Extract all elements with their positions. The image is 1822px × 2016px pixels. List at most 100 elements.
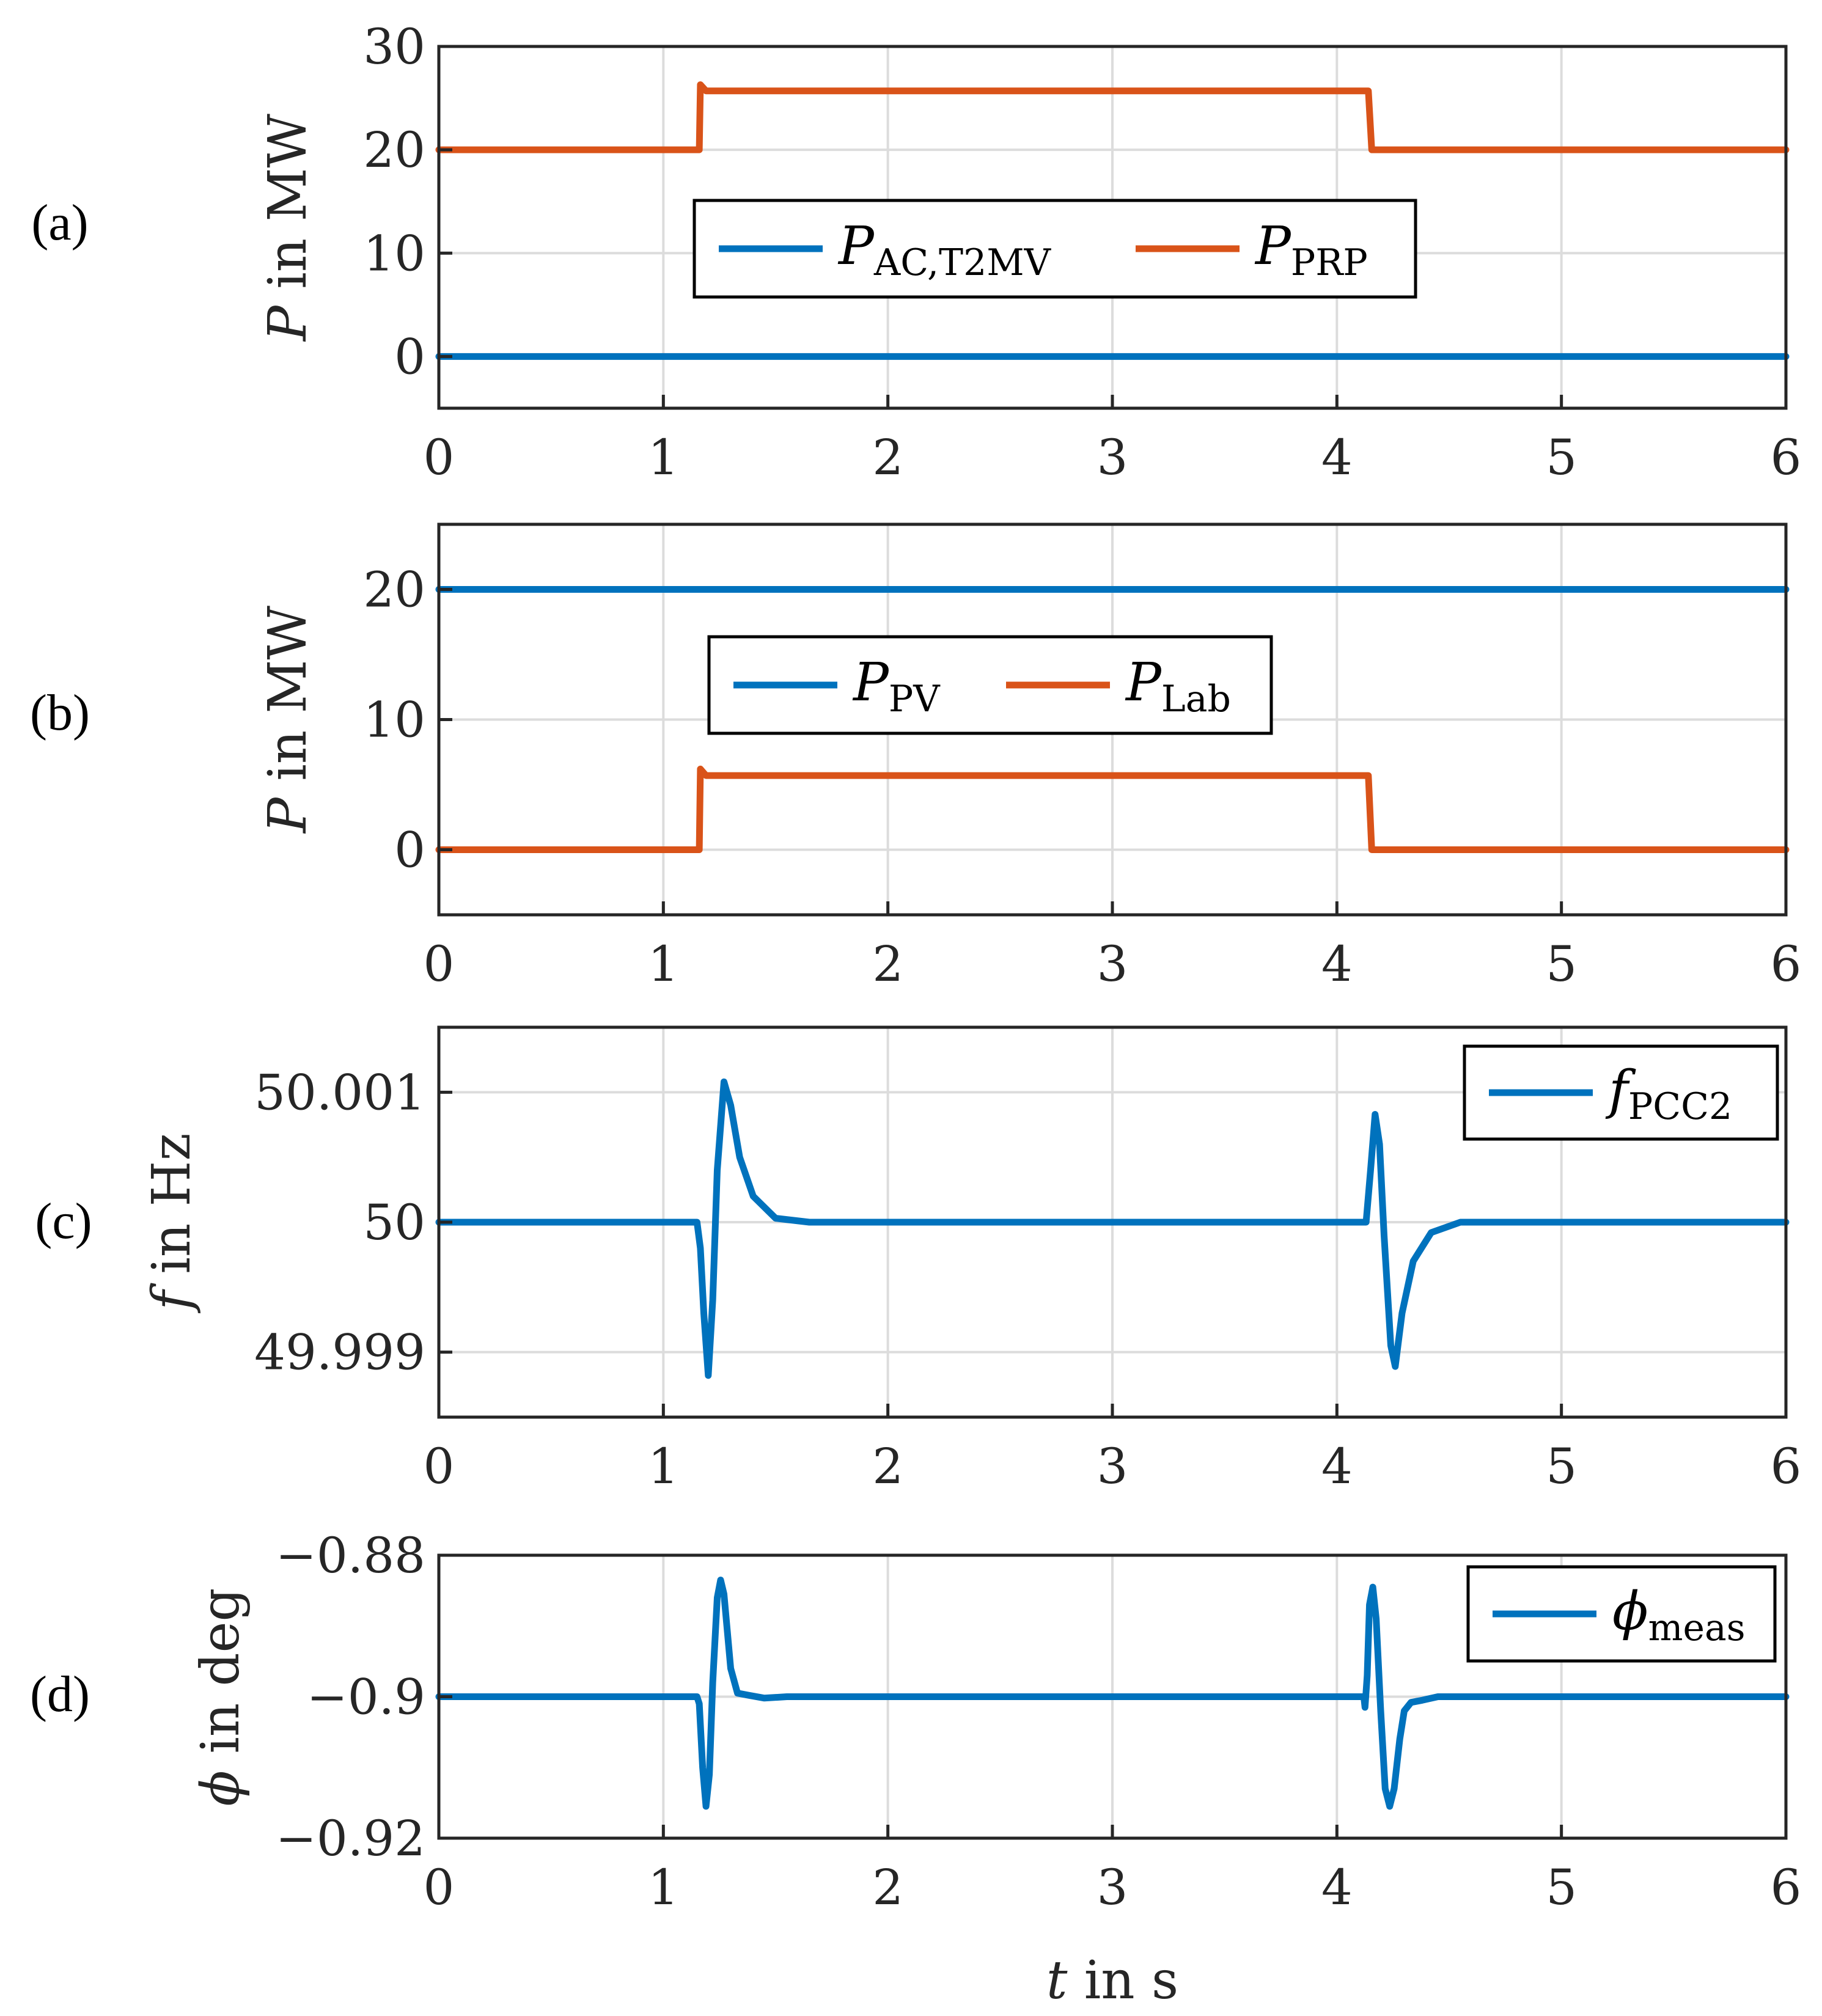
panel-b-y-tick-label-2: 20: [363, 562, 425, 618]
panel-d-x-tick-label-5: 5: [1546, 1859, 1577, 1916]
panel-b-y-ticks: 0 10 20: [363, 562, 452, 879]
panel-a-x-ticks: 0 1 2 3 4 5 6: [424, 395, 1802, 486]
panel-c-series-0-line: [435, 1078, 1790, 1379]
panel-b-y-axis-text: in MW: [257, 605, 318, 797]
panel-b-y-tick-label-0: 0: [394, 822, 425, 879]
panel-d-legend: ϕmeas: [1466, 1565, 1777, 1663]
panel-d-legend-entry-0: ϕmeas: [1612, 1581, 1746, 1649]
panel-b-x-tick-label-2: 2: [872, 936, 903, 992]
panel-a-series: [435, 81, 1790, 360]
panel-b-x-tick-label-6: 6: [1771, 936, 1802, 992]
panel-b-x-tick-label-3: 3: [1097, 936, 1128, 992]
panel-a-legend-entry-1: PPRP: [1254, 216, 1368, 284]
panel-c-y-axis-label: f in Hz: [141, 1133, 202, 1314]
panel-c-legend-entry-0-subscript: PCC2: [1628, 1085, 1732, 1128]
panel-d-y-tick-label-0: −0.92: [276, 1810, 425, 1867]
panel-c-x-tick-label-5: 5: [1546, 1438, 1577, 1495]
panel-b-legend-entry-0-symbol: P: [852, 652, 890, 713]
panel-d-y-tick-label-1: −0.9: [307, 1669, 425, 1726]
panel-a-y-tick-label-2: 20: [363, 122, 425, 178]
panel-b-legend-entry-0: PPV: [852, 652, 941, 720]
panel-a-legend-entry-0-subscript: AC,T2MV: [873, 241, 1052, 284]
panel-c-label: (c): [35, 1193, 92, 1250]
panel-c: 0 1 2 3 4 5 6 49.999 50 50.001 f in Hz (c) fPCC2: [35, 1025, 1802, 1495]
panel-d-x-tick-label-3: 3: [1097, 1859, 1128, 1916]
panel-c-series: [435, 1078, 1790, 1379]
panel-b-label: (b): [30, 684, 90, 741]
panel-a-series-1-line: [435, 81, 1790, 153]
panel-b-legend-entry-1-subscript: Lab: [1161, 678, 1231, 720]
panel-b-legend-entry-1-symbol: P: [1125, 652, 1163, 713]
panel-a-x-tick-label-3: 3: [1097, 429, 1128, 486]
panel-c-x-tick-label-1: 1: [648, 1438, 679, 1495]
panel-c-x-ticks: 0 1 2 3 4 5 6: [424, 1404, 1802, 1495]
panel-b-series-1-line: [435, 765, 1790, 853]
panel-a-x-tick-label-0: 0: [424, 429, 455, 486]
panel-d-x-tick-label-4: 4: [1321, 1859, 1353, 1916]
panel-b-y-axis-label: P in MW: [257, 605, 318, 834]
panel-c-y-axis-text: in Hz: [141, 1133, 202, 1291]
panel-a-y-tick-label-1: 10: [363, 225, 425, 282]
panel-d-legend-entry-0-symbol: ϕ: [1612, 1581, 1648, 1642]
panel-c-y-tick-label-1: 50: [363, 1194, 425, 1251]
panel-a-legend-entry-0: PAC,T2MV: [837, 216, 1052, 284]
panel-d-x-ticks: 0 1 2 3 4 5 6: [424, 1825, 1802, 1916]
panel-b-series: [435, 586, 1790, 853]
panel-a-label: (a): [31, 194, 88, 251]
panel-a-y-axis-text: in MW: [257, 113, 318, 306]
panel-d-legend-entry-0-subscript: meas: [1648, 1607, 1746, 1649]
panel-b-legend: PPV PLab: [707, 635, 1273, 735]
panel-c-x-tick-label-6: 6: [1771, 1438, 1802, 1495]
panel-c-y-ticks: 49.999 50 50.001: [254, 1064, 452, 1381]
panel-c-y-tick-label-0: 49.999: [254, 1324, 425, 1381]
panel-d-x-tick-label-2: 2: [872, 1859, 903, 1916]
panel-d-series: [435, 1577, 1790, 1810]
panel-c-y-tick-label-2: 50.001: [254, 1064, 425, 1121]
panel-a-legend: PAC,T2MV PPRP: [692, 199, 1417, 299]
panel-b-legend-entry-0-subscript: PV: [889, 678, 941, 720]
panel-d-x-tick-label-6: 6: [1771, 1859, 1802, 1916]
panel-d-series-0-line: [435, 1577, 1790, 1810]
panel-b-x-tick-label-1: 1: [648, 936, 679, 992]
panel-a-y-ticks: 0 10 20 30: [363, 18, 452, 385]
panel-d-y-axis-label: ϕ in deg: [190, 1588, 251, 1806]
panel-a-y-axis-symbol: P: [257, 304, 318, 342]
panel-a-x-tick-label-4: 4: [1321, 429, 1353, 486]
panel-a-x-tick-label-1: 1: [648, 429, 679, 486]
panel-b-y-axis-symbol: P: [257, 796, 318, 834]
panel-b-y-tick-label-1: 10: [363, 692, 425, 749]
panel-c-x-tick-label-2: 2: [872, 1438, 903, 1495]
panel-d-x-tick-label-0: 0: [424, 1859, 455, 1916]
panel-a-legend-entry-0-symbol: P: [837, 216, 875, 277]
panel-a-y-axis-label: P in MW: [257, 113, 318, 342]
panel-d-y-axis-symbol: ϕ: [190, 1770, 251, 1806]
panel-d-y-tick-label-2: −0.88: [276, 1527, 425, 1584]
panel-d-label: (d): [30, 1666, 90, 1723]
panel-a-legend-entry-1-symbol: P: [1254, 216, 1292, 277]
panel-d-y-axis-text: in deg: [190, 1588, 251, 1770]
x-axis-symbol: t: [1046, 1950, 1068, 2011]
panel-b-x-ticks: 0 1 2 3 4 5 6: [424, 901, 1802, 992]
panel-c-x-tick-label-0: 0: [424, 1438, 455, 1495]
panel-b-x-tick-label-0: 0: [424, 936, 455, 992]
x-axis-text: in s: [1067, 1950, 1178, 2011]
panel-d-x-tick-label-1: 1: [648, 1859, 679, 1916]
panel-b-legend-entry-1: PLab: [1125, 652, 1231, 720]
panel-a-x-tick-label-2: 2: [872, 429, 903, 486]
panel-c-x-tick-label-3: 3: [1097, 1438, 1128, 1495]
panel-a-x-tick-label-6: 6: [1771, 429, 1802, 486]
panel-d-y-ticks: −0.92 −0.9 −0.88: [276, 1527, 452, 1867]
panel-a-y-tick-label-3: 30: [363, 18, 425, 75]
panel-b-x-tick-label-5: 5: [1546, 936, 1577, 992]
panel-c-legend-entry-0: fPCC2: [1605, 1060, 1732, 1128]
panel-b-x-tick-label-4: 4: [1321, 936, 1353, 992]
panel-a-legend-entry-1-subscript: PRP: [1291, 241, 1368, 284]
x-axis-label: t in s: [1046, 1950, 1178, 2011]
panel-a-x-tick-label-5: 5: [1546, 429, 1577, 486]
panel-a-y-tick-label-0: 0: [394, 328, 425, 385]
